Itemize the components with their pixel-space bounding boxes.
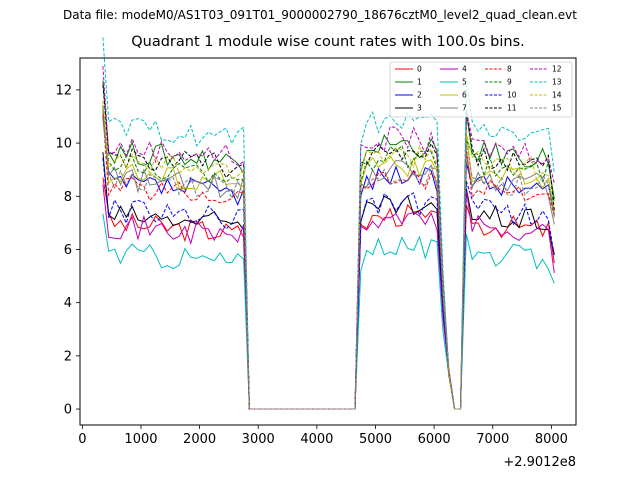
legend-label-3: 3 <box>417 104 422 113</box>
legend-label-1: 1 <box>417 78 422 87</box>
legend-label-9: 9 <box>507 78 512 87</box>
y-axis: 0 2 4 6 8 10 12 <box>55 83 80 418</box>
legend-label-15: 15 <box>552 104 562 113</box>
legend-label-10: 10 <box>507 91 517 100</box>
series-lines <box>102 37 555 410</box>
x-axis: 0 1000 2000 3000 4000 5000 6000 7000 8000 <box>78 425 568 447</box>
chart-title: Quadrant 1 module wise count rates with … <box>131 34 525 50</box>
y-tick-label: 8 <box>64 190 72 205</box>
x-tick-label: 0 <box>78 432 86 447</box>
x-tick-label: 3000 <box>242 432 275 447</box>
legend-label-6: 6 <box>462 91 467 100</box>
y-tick-label: 4 <box>64 296 72 311</box>
y-tick-label: 12 <box>55 83 72 98</box>
series-line-13 <box>102 37 555 410</box>
series-line-14 <box>102 100 555 410</box>
legend-label-14: 14 <box>552 91 562 100</box>
legend-label-13: 13 <box>552 78 562 87</box>
legend-label-4: 4 <box>462 65 467 74</box>
series-line-12 <box>102 66 555 410</box>
series-line-15 <box>102 119 555 410</box>
legend-label-0: 0 <box>417 65 422 74</box>
x-tick-label: 8000 <box>535 432 568 447</box>
series-line-7 <box>102 108 555 410</box>
series-line-3 <box>102 152 555 410</box>
series-line-6 <box>102 106 555 410</box>
legend-label-7: 7 <box>462 104 467 113</box>
x-offset-label: +2.9012e8 <box>503 455 576 470</box>
legend-label-8: 8 <box>507 65 512 74</box>
legend-label-2: 2 <box>417 91 422 100</box>
y-tick-label: 10 <box>55 137 72 152</box>
x-tick-label: 2000 <box>183 432 216 447</box>
plot-frame <box>79 57 577 426</box>
series-line-4 <box>102 184 555 410</box>
legend-box <box>389 61 573 118</box>
x-tick-label: 6000 <box>418 432 451 447</box>
series-line-11 <box>102 84 555 410</box>
y-tick-label: 0 <box>64 403 72 418</box>
x-tick-label: 1000 <box>124 432 157 447</box>
x-tick-label: 4000 <box>300 432 333 447</box>
y-tick-label: 6 <box>64 243 72 258</box>
x-tick-label: 5000 <box>359 432 392 447</box>
legend-label-11: 11 <box>507 104 517 113</box>
series-line-10 <box>102 157 555 410</box>
figure-suptitle: Data file: modeM0/AS1T03_091T01_90000027… <box>63 8 577 22</box>
legend-label-12: 12 <box>552 65 562 74</box>
legend-label-5: 5 <box>462 78 467 87</box>
y-tick-label: 2 <box>64 349 72 364</box>
x-tick-label: 7000 <box>476 432 509 447</box>
series-line-5 <box>102 213 555 410</box>
